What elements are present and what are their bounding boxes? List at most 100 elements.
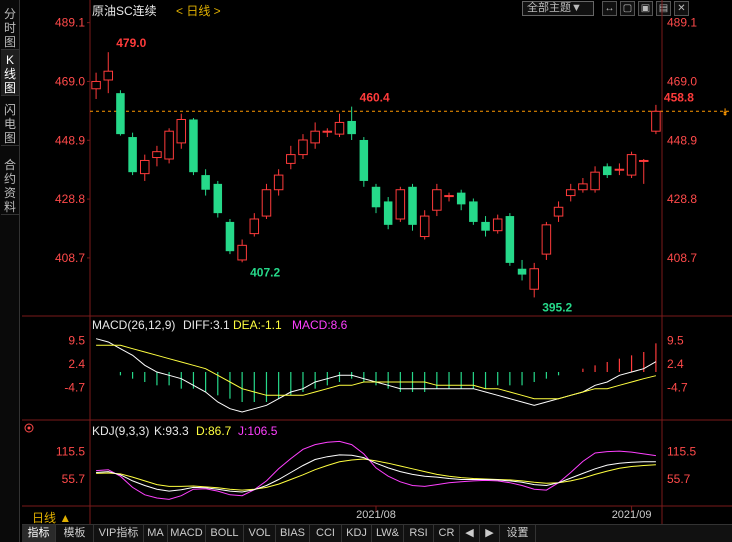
theme-dropdown[interactable]: 全部主题▼: [522, 1, 594, 16]
kdj-j-line: [96, 440, 656, 500]
sidebar-tab-2[interactable]: 闪电图: [1, 100, 19, 146]
kdj-k-label: K:93.3: [154, 424, 189, 438]
candle-body-36: [529, 268, 539, 290]
bottom-tab-12[interactable]: CR: [434, 525, 460, 542]
macd-tick-left-0: 9.5: [68, 333, 85, 347]
period-button[interactable]: 日线 ▲: [32, 511, 72, 525]
kdj-title: KDJ(9,3,3): [92, 424, 149, 438]
bottom-tab-0[interactable]: 指标: [22, 525, 56, 542]
macd-dea-line: [96, 344, 657, 400]
bottom-tab-6[interactable]: VOL: [244, 525, 276, 542]
bottom-tab-3[interactable]: MA: [144, 525, 168, 542]
price-tick-left-4: 408.7: [55, 251, 85, 265]
candle-body-46: [651, 110, 661, 132]
price-tick-right-0: 489.1: [667, 16, 697, 30]
candle-body-39: [565, 189, 576, 197]
bottom-tab-13[interactable]: ◀: [460, 525, 480, 542]
bottom-tab-5[interactable]: BOLL: [206, 525, 244, 542]
sidebar-tab-0[interactable]: 分时图: [1, 4, 19, 50]
bottom-tab-4[interactable]: MACD: [168, 525, 206, 542]
bottom-tab-2[interactable]: VIP指标: [94, 525, 144, 542]
candle-body-0: [91, 80, 101, 90]
candle-body-35: [517, 268, 527, 275]
price-tick-right-1: 469.0: [667, 74, 697, 88]
candle-body-41: [590, 171, 600, 191]
price-annotation-low1: 407.2: [250, 265, 280, 279]
candle-body-5: [152, 151, 162, 159]
macd-tick-right-1: 2.4: [667, 357, 684, 371]
bottom-tab-1[interactable]: 模板: [56, 525, 94, 542]
price-annotation-low2: 395.2: [542, 300, 572, 314]
macd-dea-label: DEA:-1.1: [233, 318, 282, 332]
header: 原油SC连续 < 日线 > 全部主题▼ ↔ ▢ ▣ ▤ ✕: [22, 0, 732, 18]
candle-body-34: [505, 216, 515, 263]
bottom-tab-7[interactable]: BIAS: [276, 525, 310, 542]
chart-title: 原油SC连续: [92, 4, 157, 18]
candle-body-7: [176, 118, 187, 144]
bottom-tab-8[interactable]: CCI: [310, 525, 342, 542]
candle-body-24: [383, 201, 393, 225]
kdj-settings-icon: [24, 423, 34, 433]
window-button-2[interactable]: ▣: [638, 1, 653, 16]
price-tick-left-2: 448.9: [55, 133, 85, 147]
kdj-settings-icon-dot: [27, 426, 31, 430]
candle-body-19: [322, 130, 333, 133]
candle-body-30: [456, 192, 466, 205]
candle-body-2: [116, 93, 125, 135]
window-button-3[interactable]: ▤: [656, 1, 671, 16]
candle-body-12: [237, 244, 247, 261]
price-tick-left-1: 469.0: [55, 74, 85, 88]
candle-body-31: [469, 201, 478, 222]
kdj-tick-left-0: 115.5: [56, 444, 85, 458]
candle-body-20: [334, 121, 345, 135]
bottom-tab-9[interactable]: KDJ: [342, 525, 372, 542]
kdj-tick-right-1: 55.7: [667, 472, 691, 486]
candle-body-42: [602, 166, 612, 176]
kdj-d-line: [96, 458, 656, 491]
window-button-4[interactable]: ✕: [674, 1, 689, 16]
bottom-tab-15[interactable]: 设置: [500, 525, 536, 542]
date-label-0: 2021/08: [356, 509, 396, 521]
candle-body-18: [310, 130, 320, 144]
last-price-marker: ⯯: [722, 107, 728, 118]
candle-body-38: [553, 206, 564, 217]
candle-body-40: [578, 183, 588, 191]
window-button-0[interactable]: ↔: [602, 1, 617, 16]
price-annotation-last: 458.8: [664, 90, 694, 104]
macd-value-label: MACD:8.6: [292, 318, 348, 332]
bottom-tab-10[interactable]: LW&: [372, 525, 404, 542]
bottom-tab-11[interactable]: RSI: [404, 525, 434, 542]
candle-body-45: [638, 159, 649, 162]
candle-body-25: [395, 189, 406, 220]
window-button-1[interactable]: ▢: [620, 1, 635, 16]
price-tick-right-2: 448.9: [667, 133, 697, 147]
candle-body-43: [614, 168, 625, 171]
price-tick-left-3: 428.8: [55, 192, 85, 206]
candle-body-17: [298, 139, 308, 156]
price-tick-right-4: 408.7: [667, 251, 697, 265]
macd-tick-left-2: -4.7: [64, 381, 85, 395]
candle-body-11: [225, 221, 235, 252]
bottom-tab-14[interactable]: ▶: [480, 525, 500, 542]
sidebar-tab-3[interactable]: 合约资料: [1, 155, 19, 215]
candle-body-3: [128, 137, 137, 173]
price-tick-left-0: 489.1: [55, 16, 85, 30]
candle-body-9: [201, 175, 210, 190]
candle-body-21: [347, 120, 356, 135]
candle-body-28: [432, 189, 442, 211]
candle-body-15: [273, 174, 284, 191]
candle-body-16: [286, 154, 296, 164]
period-selector[interactable]: < 日线 >: [176, 4, 221, 18]
candle-body-44: [626, 154, 637, 176]
kdj-k-line: [96, 454, 656, 493]
candle-body-26: [408, 186, 417, 225]
macd-tick-right-2: -4.7: [667, 381, 688, 395]
candle-body-22: [359, 139, 369, 181]
candle-body-27: [419, 215, 430, 238]
macd-title: MACD(26,12,9): [92, 318, 175, 332]
kdj-tick-left-1: 55.7: [62, 472, 86, 486]
candle-body-6: [164, 130, 174, 160]
candle-body-8: [189, 119, 198, 173]
